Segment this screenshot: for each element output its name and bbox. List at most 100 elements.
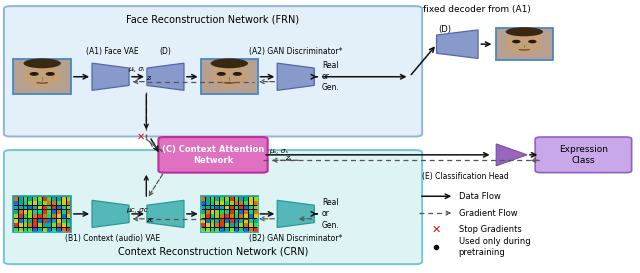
Bar — [235, 206, 239, 209]
Bar — [220, 223, 224, 227]
Bar — [253, 214, 257, 218]
Bar — [38, 228, 42, 232]
Bar — [67, 201, 70, 205]
Bar — [24, 214, 28, 218]
Circle shape — [29, 72, 39, 76]
Text: (B1) Context (audio) VAE: (B1) Context (audio) VAE — [65, 234, 160, 243]
Text: μᵢ, σᵢ: μᵢ, σᵢ — [129, 66, 145, 72]
Bar — [67, 210, 70, 214]
Bar — [253, 206, 257, 209]
Bar — [216, 197, 220, 201]
Bar — [47, 210, 51, 214]
Bar — [28, 206, 32, 209]
Bar — [225, 228, 229, 232]
Bar — [253, 219, 257, 223]
Bar — [244, 206, 248, 209]
Bar — [43, 206, 47, 209]
Bar — [249, 197, 253, 201]
Text: Gradient Flow: Gradient Flow — [459, 209, 517, 218]
Bar — [206, 214, 210, 218]
Bar — [47, 201, 51, 205]
Circle shape — [528, 40, 536, 43]
Bar — [38, 201, 42, 205]
Bar — [211, 223, 214, 227]
FancyBboxPatch shape — [535, 137, 632, 173]
Bar — [201, 223, 205, 227]
Text: zᴄ: zᴄ — [147, 217, 154, 223]
Bar — [216, 214, 220, 218]
FancyBboxPatch shape — [4, 6, 422, 136]
Bar — [24, 219, 28, 223]
Bar — [216, 223, 220, 227]
Text: Real
or
Gen.: Real or Gen. — [322, 61, 340, 92]
Bar — [52, 228, 56, 232]
Bar — [14, 206, 18, 209]
Bar — [52, 206, 56, 209]
Bar — [43, 201, 47, 205]
Polygon shape — [436, 30, 478, 58]
Bar — [225, 223, 229, 227]
Bar — [249, 223, 253, 227]
Bar — [206, 206, 210, 209]
Bar — [216, 210, 220, 214]
Bar — [33, 197, 37, 201]
Bar — [19, 219, 22, 223]
Bar — [14, 197, 18, 201]
Bar — [230, 228, 234, 232]
Bar — [14, 210, 18, 214]
Bar — [43, 223, 47, 227]
Bar — [253, 210, 257, 214]
Text: (E) Classification Head: (E) Classification Head — [422, 172, 509, 181]
Bar — [230, 201, 234, 205]
Bar — [201, 228, 205, 232]
Text: (C) Context Attention
Network: (C) Context Attention Network — [162, 145, 264, 165]
Bar — [239, 206, 243, 209]
FancyBboxPatch shape — [13, 196, 71, 232]
Text: (D): (D) — [438, 25, 451, 34]
Bar — [244, 228, 248, 232]
Text: (A2) GAN Discriminator*: (A2) GAN Discriminator* — [249, 48, 342, 57]
Text: zᵢ: zᵢ — [147, 75, 151, 81]
Text: Stop Gradients: Stop Gradients — [459, 225, 522, 235]
Bar — [57, 197, 61, 201]
Bar — [28, 228, 32, 232]
Bar — [62, 219, 66, 223]
Bar — [249, 210, 253, 214]
Bar — [19, 197, 22, 201]
Bar — [235, 223, 239, 227]
Bar — [244, 214, 248, 218]
Text: fixed decoder from (A1): fixed decoder from (A1) — [422, 5, 531, 14]
Bar — [244, 223, 248, 227]
Bar — [19, 214, 22, 218]
Bar — [33, 223, 37, 227]
Text: Context Reconstruction Network (CRN): Context Reconstruction Network (CRN) — [118, 247, 308, 257]
Ellipse shape — [211, 58, 248, 68]
Bar — [253, 223, 257, 227]
Bar — [52, 223, 56, 227]
Bar — [220, 219, 224, 223]
Bar — [211, 210, 214, 214]
Bar — [220, 210, 224, 214]
Bar — [14, 228, 18, 232]
Text: zₛ: zₛ — [285, 155, 291, 161]
Bar — [62, 201, 66, 205]
Bar — [220, 206, 224, 209]
Bar — [57, 210, 61, 214]
Text: Real
or
Gen.: Real or Gen. — [322, 198, 340, 230]
Bar — [230, 197, 234, 201]
Bar — [211, 219, 214, 223]
Bar — [24, 206, 28, 209]
Bar — [33, 201, 37, 205]
Bar — [24, 210, 28, 214]
Bar — [225, 197, 229, 201]
Bar — [24, 201, 28, 205]
Bar — [211, 206, 214, 209]
Bar — [67, 223, 70, 227]
Bar — [235, 228, 239, 232]
Bar — [52, 214, 56, 218]
Bar — [239, 214, 243, 218]
Bar — [225, 214, 229, 218]
Bar — [206, 201, 210, 205]
Bar — [201, 210, 205, 214]
Text: (D): (D) — [159, 48, 172, 57]
